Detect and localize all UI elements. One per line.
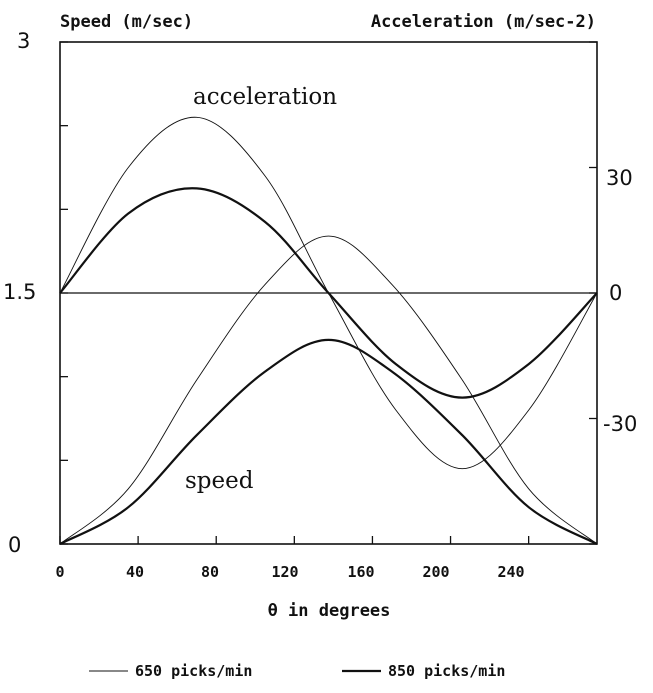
right-tick-label-30: 30: [606, 166, 633, 190]
x-tick-label-40: 40: [126, 563, 144, 581]
series-lines: [59, 116, 598, 545]
x-tick-label-160: 160: [347, 563, 374, 581]
annotation-acceleration: acceleration: [193, 84, 337, 110]
acceleration-series-thick-line: [59, 187, 598, 399]
left-tick-label-0: 0: [8, 533, 21, 557]
x-tick-label-200: 200: [422, 563, 449, 581]
right-axis-title: Acceleration (m/sec-2): [371, 12, 596, 32]
right-tick-label-0: 0: [609, 281, 622, 305]
left-axis-title: Speed (m/sec): [60, 12, 193, 32]
x-tick-label-0: 0: [55, 563, 64, 581]
x-tick-label-240: 240: [497, 563, 524, 581]
legend: 650 picks/min 850 picks/min: [89, 662, 505, 680]
speed-series-thin-line: [59, 235, 598, 545]
x-tick-labels: 0 40 80 120 160 200 240: [55, 563, 524, 581]
annotation-speed: speed: [185, 468, 254, 494]
legend-label-850: 850 picks/min: [388, 662, 505, 680]
left-tick-label-3: 3: [17, 29, 30, 53]
x-tick-label-80: 80: [201, 563, 219, 581]
left-tick-label-1-5: 1.5: [3, 280, 36, 304]
x-axis-title: θ in degrees: [268, 601, 391, 621]
legend-label-650: 650 picks/min: [135, 662, 252, 680]
speed-series-thick-line: [59, 338, 598, 545]
right-tick-label-neg30: -30: [603, 412, 637, 436]
x-tick-label-120: 120: [271, 563, 298, 581]
